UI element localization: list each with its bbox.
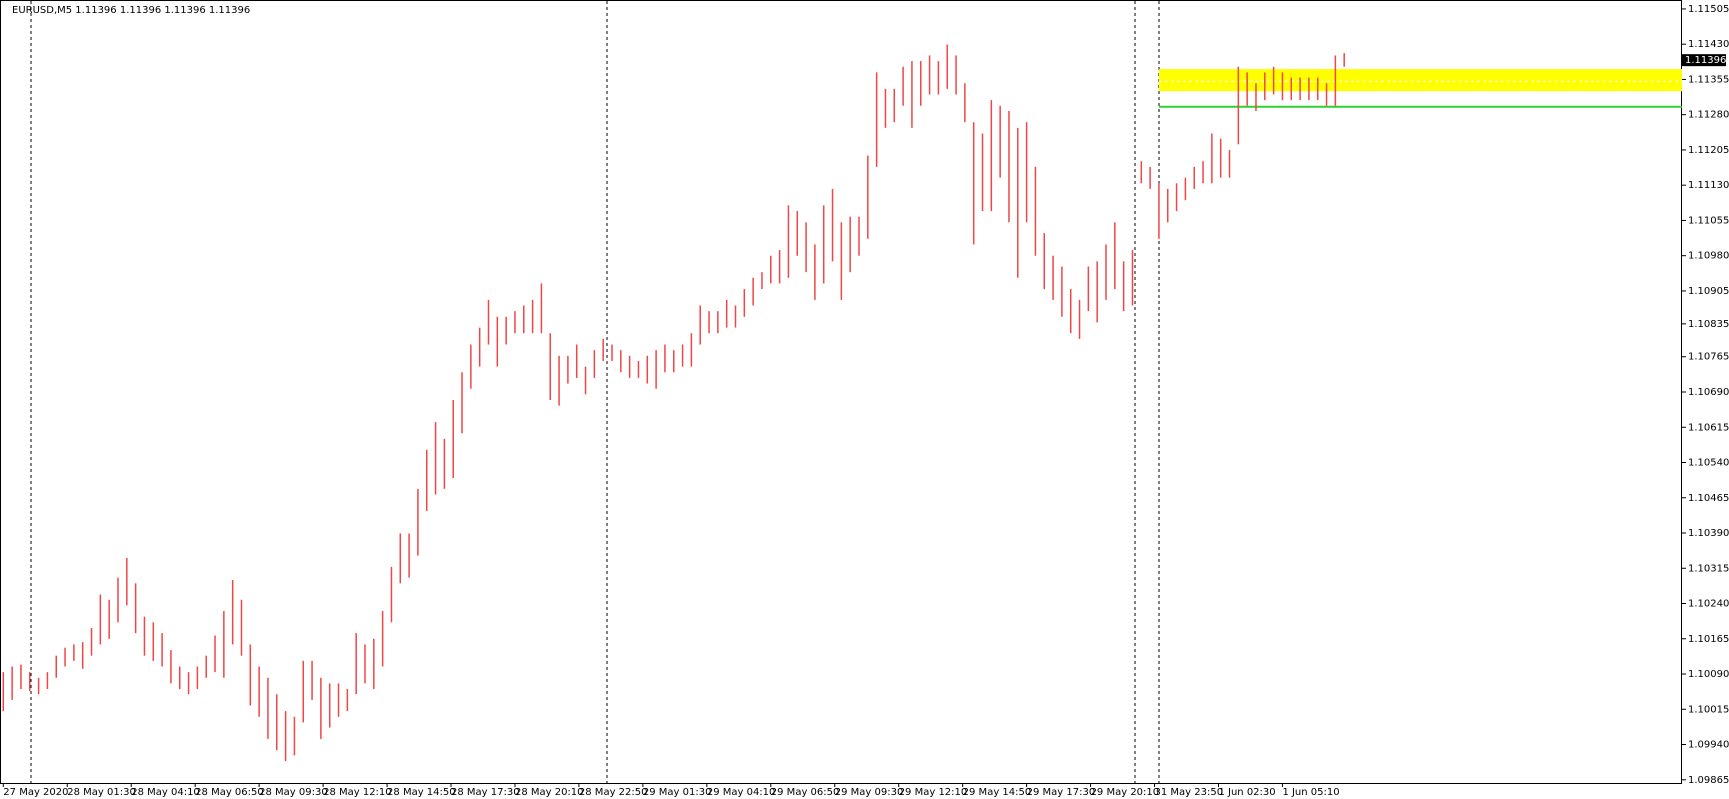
y-tick-label: 1.10615	[1688, 422, 1729, 433]
y-tick-label: 1.11280	[1688, 110, 1729, 121]
x-tick-label: 28 May 12:10	[323, 787, 392, 798]
y-tick-label: 1.10835	[1688, 319, 1729, 330]
y-tick-label: 1.11205	[1688, 145, 1729, 156]
price-zone	[1159, 69, 1682, 92]
y-tick-label: 1.10165	[1688, 634, 1729, 645]
x-tick-label: 1 Jun 05:10	[1282, 787, 1339, 798]
last-price-box	[1682, 54, 1726, 67]
y-tick-label: 1.09940	[1688, 740, 1729, 751]
x-tick-label: 29 May 04:10	[707, 787, 776, 798]
x-tick-label: 28 May 04:10	[131, 787, 200, 798]
x-tick-label: 28 May 17:30	[451, 787, 520, 798]
x-tick-label: 29 May 09:30	[835, 787, 904, 798]
x-tick-label: 29 May 06:50	[771, 787, 840, 798]
y-tick-label: 1.10540	[1688, 458, 1729, 469]
x-tick-label: 29 May 12:10	[899, 787, 968, 798]
x-tick-label: 29 May 20:10	[1091, 787, 1160, 798]
plot-frame	[0, 0, 1682, 784]
x-tick-label: 27 May 2020	[3, 787, 68, 798]
y-tick-label: 1.10390	[1688, 528, 1729, 539]
y-tick-label: 1.11430	[1688, 39, 1729, 50]
last-price-label: 1.11396	[1685, 55, 1726, 66]
x-tick-label: 28 May 14:50	[387, 787, 456, 798]
x-tick-label: 29 May 17:30	[1027, 787, 1096, 798]
x-tick-label: 31 May 23:50	[1155, 787, 1224, 798]
x-tick-label: 28 May 22:50	[579, 787, 648, 798]
x-tick-label: 28 May 09:30	[259, 787, 328, 798]
x-tick-label: 29 May 01:30	[643, 787, 712, 798]
x-tick-label: 28 May 20:10	[515, 787, 584, 798]
chart-title: EURUSD,M5 1.11396 1.11396 1.11396 1.1139…	[12, 5, 250, 16]
y-tick-label: 1.11130	[1688, 180, 1729, 191]
y-tick-label: 1.10765	[1688, 352, 1729, 363]
y-tick-label: 1.09865	[1688, 775, 1729, 786]
x-tick-label: 28 May 06:50	[195, 787, 264, 798]
y-tick-label: 1.10690	[1688, 387, 1729, 398]
y-tick-label: 1.10090	[1688, 669, 1729, 680]
y-tick-label: 1.10015	[1688, 704, 1729, 715]
y-tick-label: 1.10465	[1688, 493, 1729, 504]
y-tick-label: 1.10240	[1688, 599, 1729, 610]
y-tick-label: 1.11505	[1688, 4, 1729, 15]
y-tick-label: 1.11055	[1688, 215, 1729, 226]
x-tick-label: 28 May 01:30	[67, 787, 136, 798]
y-tick-label: 1.10315	[1688, 563, 1729, 574]
separators	[30, 1, 1160, 784]
y-tick-label: 1.11355	[1688, 74, 1729, 85]
y-tick-label: 1.10980	[1688, 251, 1729, 262]
y-tick-label: 1.10905	[1688, 286, 1729, 297]
x-tick-label: 1 Jun 02:30	[1218, 787, 1275, 798]
x-tick-label: 29 May 14:50	[963, 787, 1032, 798]
